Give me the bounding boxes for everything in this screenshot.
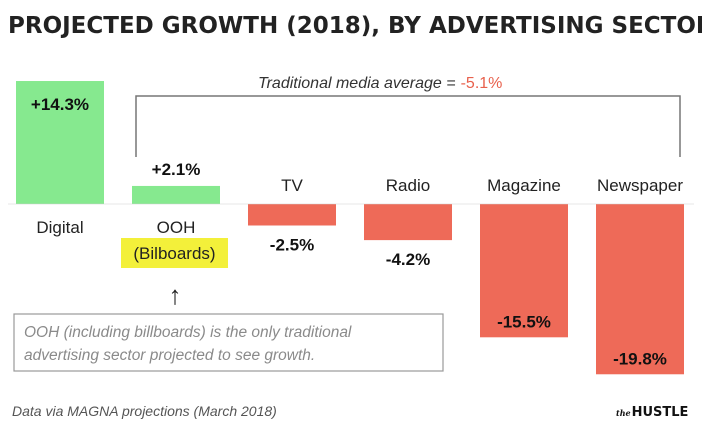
value-label-ooh: +2.1% — [152, 160, 201, 179]
average-annotation: Traditional media average = -5.1% — [258, 75, 502, 92]
category-label-ooh: OOH — [157, 218, 196, 237]
bar-radio — [364, 204, 452, 241]
value-label-newspaper: -19.8% — [613, 349, 667, 368]
category-label-tv: TV — [281, 176, 303, 195]
value-label-radio: -4.2% — [386, 250, 430, 269]
ooh-highlight-box — [121, 238, 228, 268]
category-labels: Digital OOH TV Radio Magazine Newspaper — [36, 176, 683, 237]
average-label: Traditional media average = — [258, 75, 456, 92]
category-label-digital: Digital — [36, 218, 83, 237]
value-label-magazine: -15.5% — [497, 312, 551, 331]
value-label-tv: -2.5% — [270, 236, 314, 255]
value-labels: +14.3% +2.1% -2.5% -4.2% -15.5% -19.8% — [31, 95, 667, 368]
chart-title: PROJECTED GROWTH (2018), BY ADVERTISING … — [8, 13, 702, 39]
average-bracket — [135, 95, 681, 157]
bar-newspaper — [596, 204, 684, 375]
source-note: Data via MAGNA projections (March 2018) — [12, 403, 277, 419]
note-line-1: OOH (including billboards) is the only t… — [24, 324, 352, 341]
bar-magazine — [480, 204, 568, 338]
arrow-up-icon: ↑ — [169, 280, 182, 310]
bars-group — [8, 81, 694, 375]
brand-big: HUSTLE — [632, 405, 689, 420]
note-box — [13, 313, 444, 372]
value-label-digital: +14.3% — [31, 95, 89, 114]
average-value: -5.1% — [461, 75, 503, 92]
bar-digital — [16, 81, 104, 204]
brand-logo: theHUSTLE — [616, 405, 688, 420]
category-label-magazine: Magazine — [487, 176, 561, 195]
bar-tv — [248, 204, 336, 226]
ooh-highlight-text: (Bilboards) — [133, 244, 215, 263]
brand-small: the — [616, 408, 631, 418]
category-label-newspaper: Newspaper — [597, 176, 683, 195]
note-line-2: advertising sector projected to see grow… — [24, 347, 315, 364]
bar-ooh — [132, 185, 220, 204]
category-label-radio: Radio — [386, 176, 430, 195]
